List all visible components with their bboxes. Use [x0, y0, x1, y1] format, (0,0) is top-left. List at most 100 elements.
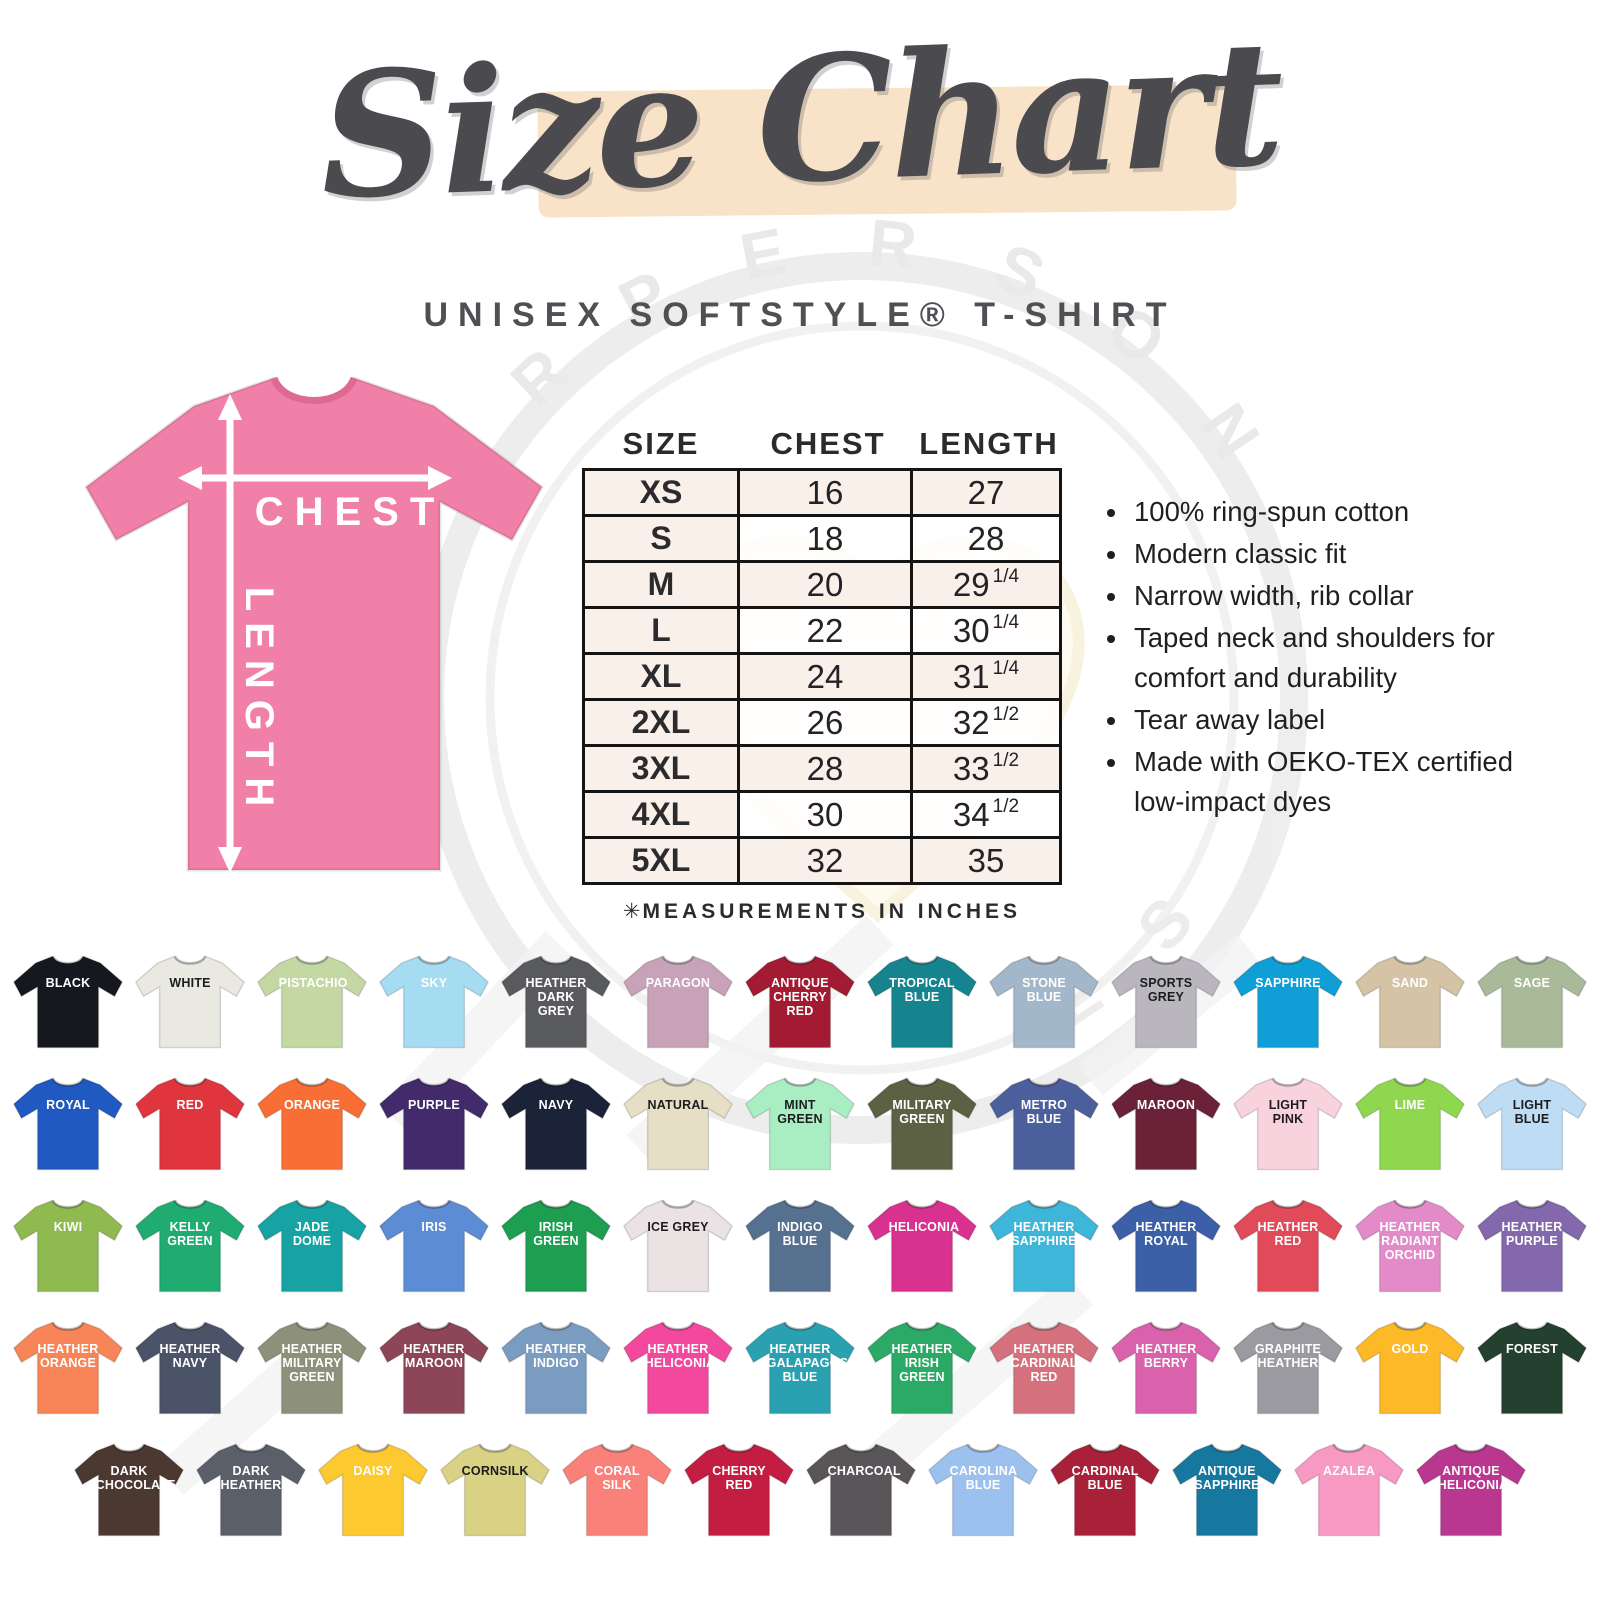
size-table: SIZE CHEST LENGTH XS 16 27 S 18 28 M 20 … [582, 420, 1062, 924]
color-swatch: KELLY GREEN [131, 1192, 250, 1307]
tshirt-icon [1476, 1199, 1588, 1293]
table-row: 2XL 26 32 1/2 [585, 701, 1059, 747]
color-swatch: HEATHER DARK GREY [497, 948, 616, 1063]
color-name: HEATHER NAVY [159, 1341, 221, 1370]
tshirt-icon [1049, 1443, 1161, 1537]
tshirt-icon [805, 1443, 917, 1537]
tshirt-icon [1293, 1443, 1405, 1537]
feature-item: Made with OEKO-TEX certified low-impact … [1130, 742, 1560, 822]
feature-item: Taped neck and shoulders for comfort and… [1130, 618, 1560, 698]
color-swatch: CARDINAL BLUE [1046, 1436, 1165, 1551]
measurement-diagram: CHEST LENGTH [84, 376, 544, 873]
color-name: RED [176, 1097, 204, 1112]
color-swatch: CORAL SILK [558, 1436, 677, 1551]
color-name: HEATHER RED [1257, 1219, 1319, 1248]
size-cell: 3XL [585, 747, 740, 790]
color-name: SAND [1391, 975, 1429, 990]
color-name: LIME [1394, 1097, 1426, 1112]
length-cell: 33 1/2 [913, 747, 1059, 790]
color-swatch: HEATHER CARDINAL RED [985, 1314, 1104, 1429]
color-name: TROPICAL BLUE [889, 975, 955, 1004]
color-swatch: ORANGE [253, 1070, 372, 1185]
tshirt-icon [256, 1077, 368, 1171]
color-swatch: KIWI [9, 1192, 128, 1307]
tshirt-icon [378, 1077, 490, 1171]
chest-cell: 24 [740, 655, 913, 698]
feature-list: 100% ring-spun cottonModern classic fitN… [1098, 492, 1560, 824]
color-name: CORNSILK [461, 1463, 529, 1478]
color-swatch: HEATHER RADIANT ORCHID [1351, 1192, 1470, 1307]
tshirt-icon [439, 1443, 551, 1537]
color-swatch: ROYAL [9, 1070, 128, 1185]
tshirt-icon [866, 1321, 978, 1415]
tshirt-icon [1476, 1077, 1588, 1171]
swatch-row: HEATHER ORANGE HEATHER NAVY HEATHER MILI… [0, 1314, 1600, 1429]
color-name: LIGHT PINK [1268, 1097, 1308, 1126]
size-table-body: XS 16 27 S 18 28 M 20 29 1/4 L 22 30 1/4 [582, 468, 1062, 885]
chest-cell: 28 [740, 747, 913, 790]
tshirt-icon [622, 1321, 734, 1415]
tshirt-icon [561, 1443, 673, 1537]
size-cell: L [585, 609, 740, 652]
color-swatch: LIME [1351, 1070, 1470, 1185]
tshirt-icon [744, 1199, 856, 1293]
tshirt-icon [500, 955, 612, 1049]
color-name: HEATHER CARDINAL RED [1010, 1341, 1078, 1385]
color-name: ANTIQUE CHERRY RED [771, 975, 829, 1019]
collar-detail [270, 376, 358, 404]
feature-item: 100% ring-spun cotton [1130, 492, 1560, 532]
color-swatch: ICE GREY [619, 1192, 738, 1307]
table-row: S 18 28 [585, 517, 1059, 563]
table-row: L 22 30 1/4 [585, 609, 1059, 655]
color-swatch: PURPLE [375, 1070, 494, 1185]
size-cell: M [585, 563, 740, 606]
color-name: ANTIQUE SAPPHIRE [1194, 1463, 1260, 1492]
color-swatch: MILITARY GREEN [863, 1070, 982, 1185]
swatch-row: ROYAL RED ORANGE PURPLE [0, 1070, 1600, 1185]
tshirt-icon [73, 1443, 185, 1537]
column-header-length: LENGTH [919, 426, 1059, 461]
table-row: XS 16 27 [585, 471, 1059, 517]
color-name: SKY [420, 975, 448, 990]
size-cell: 2XL [585, 701, 740, 744]
tshirt-icon [195, 1443, 307, 1537]
chest-arrow [178, 466, 452, 490]
tshirt-icon [1110, 1321, 1222, 1415]
color-name: HEATHER ROYAL [1135, 1219, 1197, 1248]
color-swatch: HEATHER MILITARY GREEN [253, 1314, 372, 1429]
tshirt-icon [1232, 1321, 1344, 1415]
tshirt-icon [1476, 955, 1588, 1049]
subtitle: UNISEX SOFTSTYLE® T-SHIRT [423, 296, 1177, 334]
color-swatch: SAND [1351, 948, 1470, 1063]
tshirt-icon [1110, 1077, 1222, 1171]
color-swatch: SKY [375, 948, 494, 1063]
color-swatch: HEATHER GALAPAGOS BLUE [741, 1314, 860, 1429]
size-cell: XL [585, 655, 740, 698]
swatch-row: BLACK WHITE PISTACHIO SKY [0, 948, 1600, 1063]
color-name: DAISY [353, 1463, 393, 1478]
tshirt-icon [1232, 1077, 1344, 1171]
color-swatch: SPORTS GREY [1107, 948, 1226, 1063]
color-swatch: ANTIQUE HELICONIA [1412, 1436, 1531, 1551]
chest-cell: 16 [740, 471, 913, 514]
color-swatch: TROPICAL BLUE [863, 948, 982, 1063]
color-name: HELICONIA [888, 1219, 960, 1234]
tshirt-icon [1415, 1443, 1527, 1537]
size-cell: 5XL [585, 839, 740, 882]
color-name: WHITE [169, 975, 211, 990]
color-swatch: JADE DOME [253, 1192, 372, 1307]
color-swatch: IRIS [375, 1192, 494, 1307]
tshirt-icon [683, 1443, 795, 1537]
color-swatch: RED [131, 1070, 250, 1185]
color-name: NAVY [538, 1097, 574, 1112]
swatch-row: KIWI KELLY GREEN JADE DOME IRIS [0, 1192, 1600, 1307]
size-table-header: SIZE CHEST LENGTH [582, 420, 1062, 468]
tshirt-icon [1110, 1199, 1222, 1293]
color-swatch: HEATHER BERRY [1107, 1314, 1226, 1429]
length-cell: 32 1/2 [913, 701, 1059, 744]
size-cell: XS [585, 471, 740, 514]
color-swatch: SAPPHIRE [1229, 948, 1348, 1063]
color-name: CAROLINA BLUE [949, 1463, 1018, 1492]
table-row: 5XL 32 35 [585, 839, 1059, 882]
color-name: AZALEA [1323, 1463, 1375, 1478]
